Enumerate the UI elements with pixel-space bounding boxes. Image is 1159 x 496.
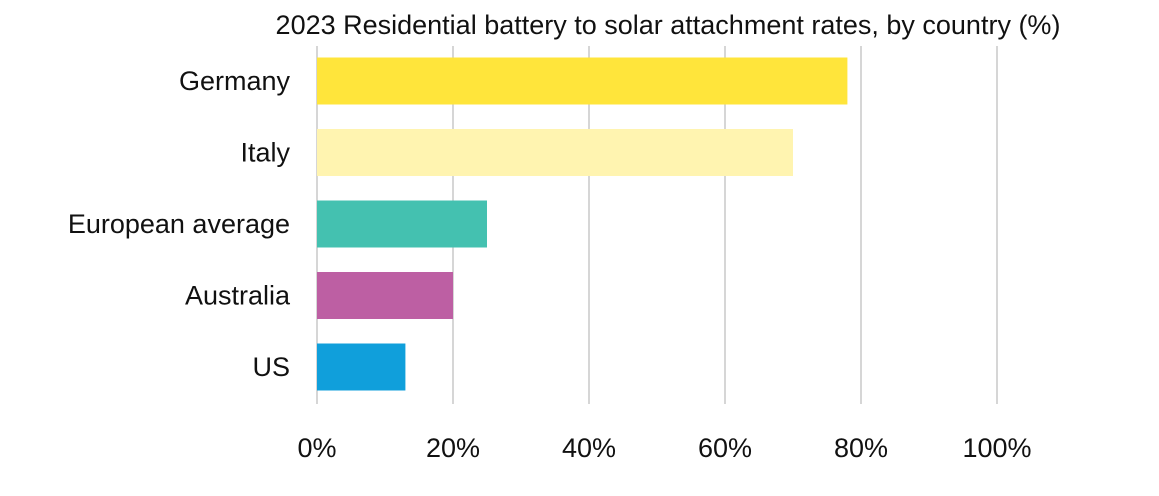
category-label-germany: Germany bbox=[179, 66, 291, 96]
bar-germany bbox=[317, 57, 848, 105]
category-label-european-average: European average bbox=[68, 209, 290, 239]
x-tick-label-0: 0% bbox=[297, 433, 336, 463]
bar-italy bbox=[317, 129, 793, 176]
x-tick-label-100: 100% bbox=[962, 433, 1031, 463]
bars bbox=[317, 57, 848, 391]
category-label-us: US bbox=[252, 352, 290, 382]
bar-european-average bbox=[317, 200, 487, 248]
category-label-italy: Italy bbox=[240, 138, 290, 168]
x-tick-label-20: 20% bbox=[426, 433, 480, 463]
x-tick-label-80: 80% bbox=[834, 433, 888, 463]
x-tick-label-60: 60% bbox=[698, 433, 752, 463]
category-labels: Germany Italy European average Australia US bbox=[68, 66, 291, 382]
category-label-australia: Australia bbox=[185, 281, 291, 311]
chart-title: 2023 Residential battery to solar attach… bbox=[276, 10, 1061, 40]
x-axis-tick-labels: 0% 20% 40% 60% 80% 100% bbox=[297, 433, 1031, 463]
x-tick-label-40: 40% bbox=[562, 433, 616, 463]
bar-australia bbox=[317, 272, 453, 319]
bar-us bbox=[317, 343, 406, 391]
